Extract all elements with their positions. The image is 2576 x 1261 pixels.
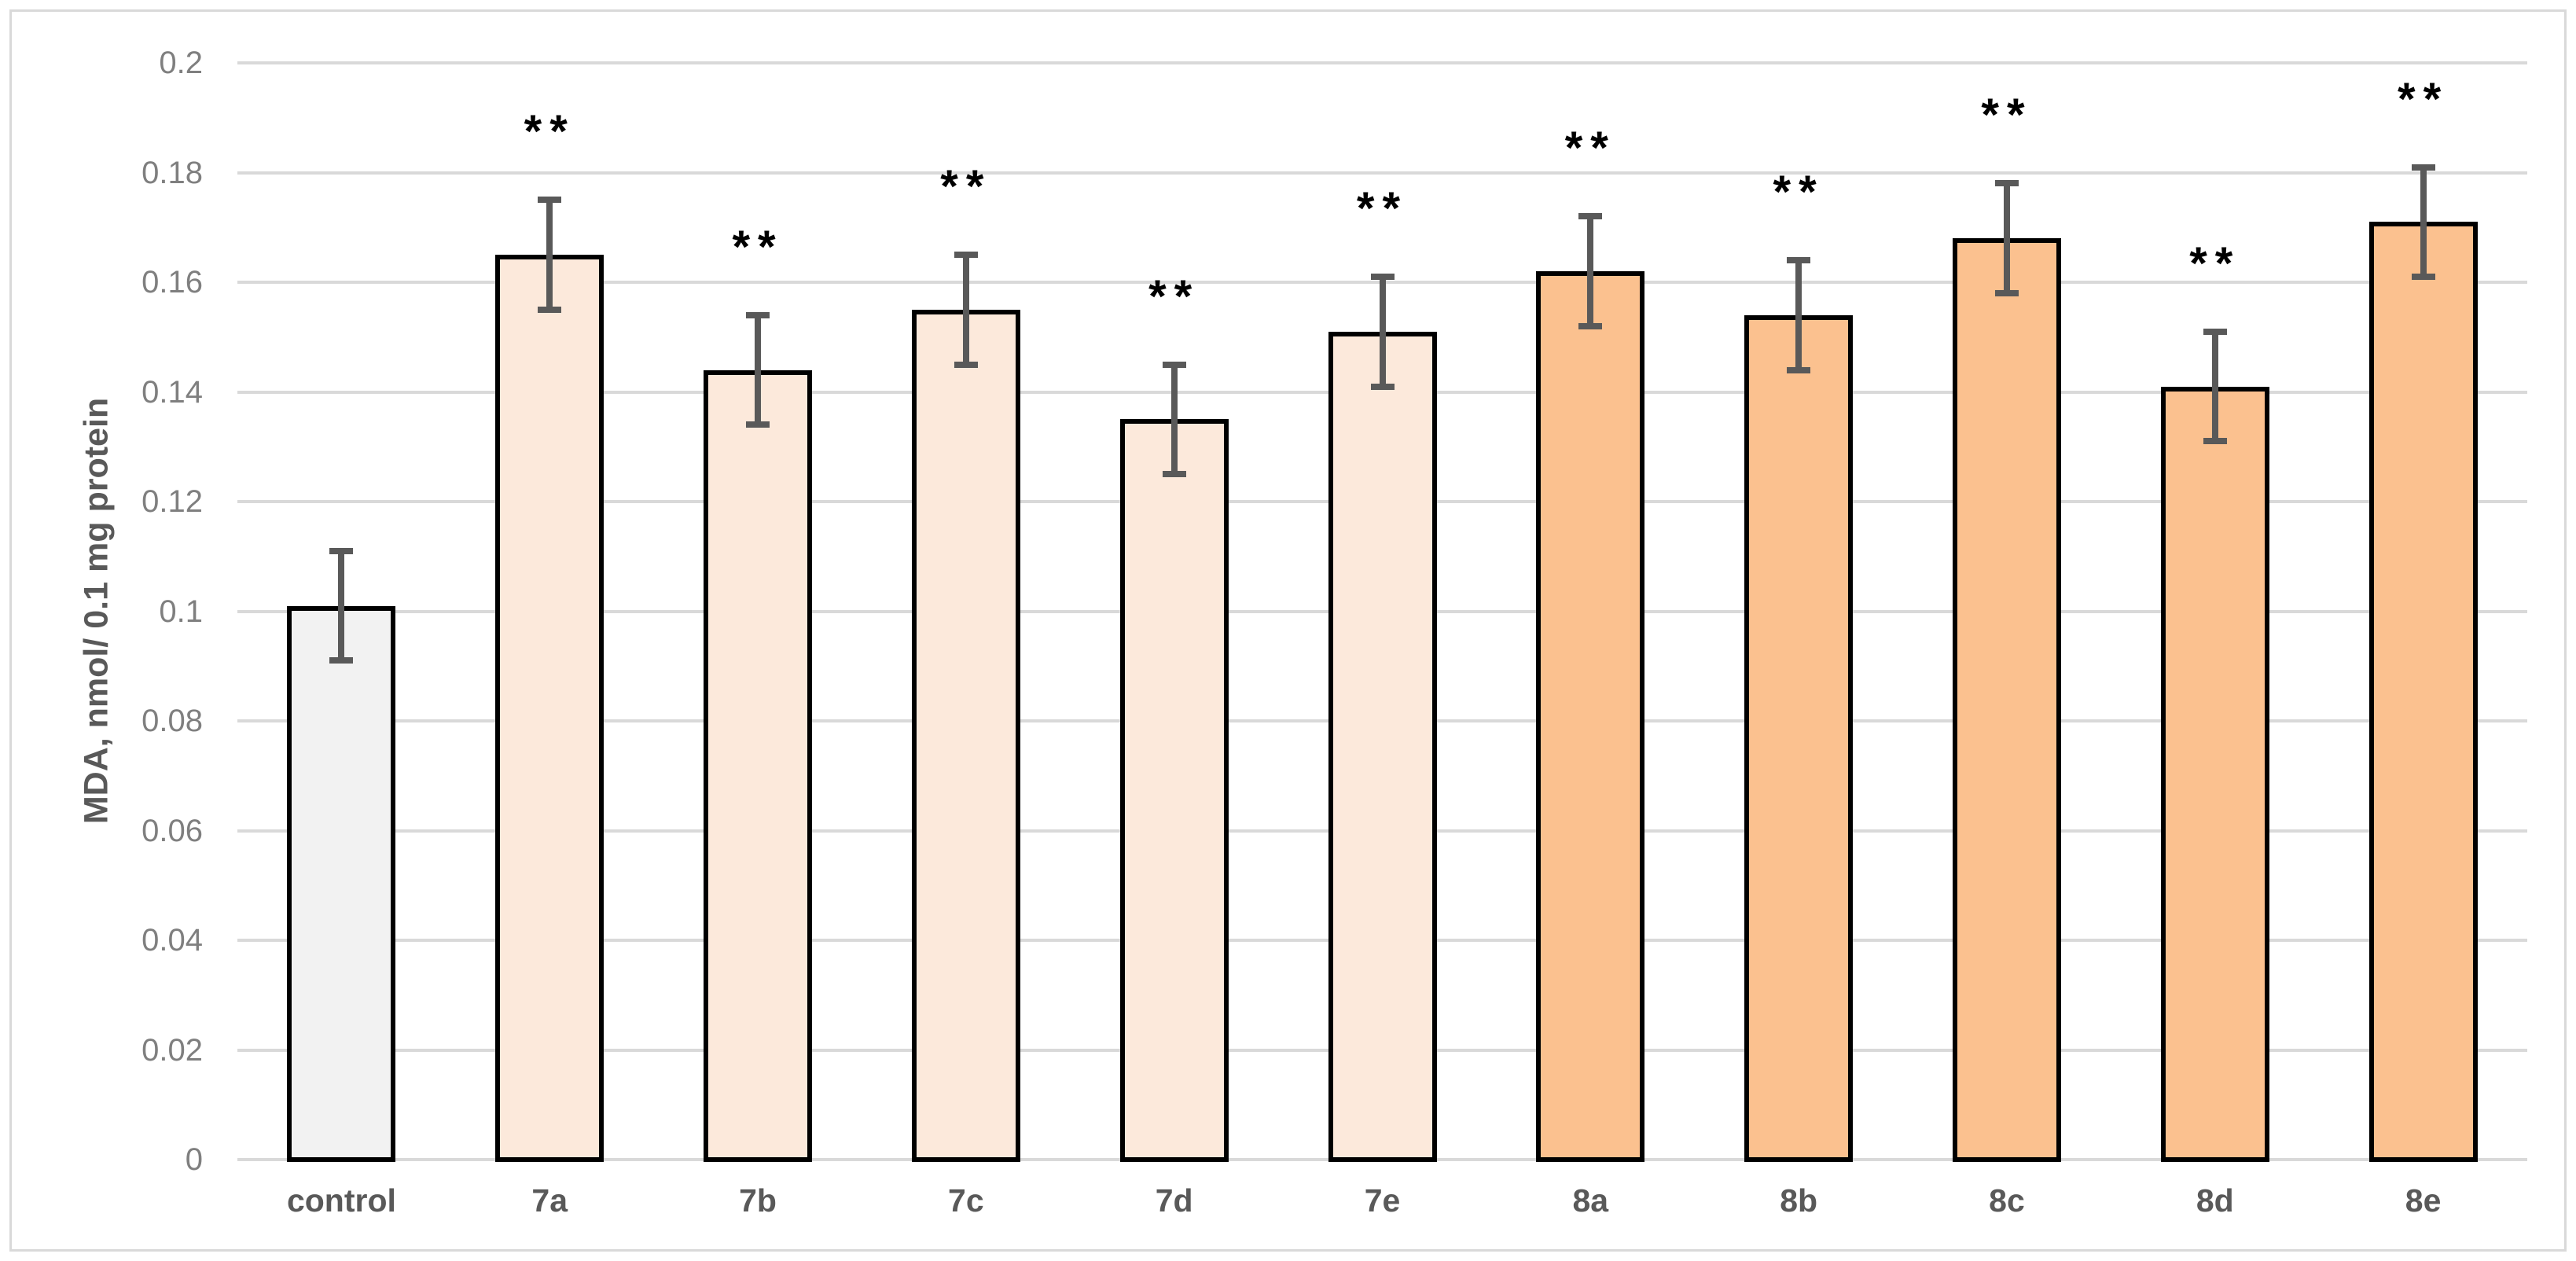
significance-marker: **: [1773, 167, 1825, 219]
significance-marker: **: [1981, 90, 2033, 142]
y-tick-label: 0.2: [159, 46, 203, 80]
error-bar-cap-bottom: [954, 361, 978, 368]
bar: [495, 255, 604, 1162]
y-tick-label: 0.18: [141, 155, 203, 190]
significance-marker: **: [524, 106, 575, 158]
x-category-label: 8d: [2196, 1182, 2234, 1219]
error-bar-cap-top: [1162, 361, 1186, 368]
bar: [1536, 271, 1645, 1162]
gridline: [237, 171, 2527, 175]
error-bar-line: [546, 200, 553, 310]
x-category-label: 7e: [1364, 1182, 1401, 1219]
significance-marker: **: [1564, 123, 1616, 175]
y-tick-label: 0: [185, 1142, 203, 1177]
error-bar-line: [2420, 167, 2427, 278]
x-category-label: 7c: [948, 1182, 984, 1219]
significance-marker: **: [2189, 237, 2241, 289]
error-bar-cap-top: [746, 311, 770, 318]
y-tick-label: 0.06: [141, 813, 203, 848]
error-bar-cap-bottom: [746, 421, 770, 428]
significance-marker: **: [2398, 73, 2449, 125]
bar: [1952, 238, 2061, 1162]
error-bar-cap-top: [2411, 164, 2435, 171]
error-bar-cap-bottom: [1370, 383, 1395, 390]
x-category-label: 8a: [1572, 1182, 1609, 1219]
y-tick-label: 0.14: [141, 374, 203, 410]
y-tick-label: 0.02: [141, 1032, 203, 1068]
bar: [1744, 314, 1854, 1162]
error-bar-cap-bottom: [329, 657, 354, 664]
x-category-label: 7a: [531, 1182, 568, 1219]
error-bar-cap-bottom: [1787, 366, 1811, 373]
error-bar-cap-bottom: [1162, 471, 1186, 478]
x-category-label: 8b: [1780, 1182, 1818, 1219]
error-bar-cap-bottom: [538, 306, 562, 313]
y-tick-label: 0.04: [141, 923, 203, 958]
bar: [287, 605, 396, 1162]
y-tick-label: 0.12: [141, 484, 203, 519]
x-category-label: 7b: [739, 1182, 777, 1219]
y-tick-label: 0.08: [141, 704, 203, 738]
error-bar-line: [2003, 183, 2010, 293]
bar: [2368, 222, 2478, 1162]
error-bar-line: [962, 255, 969, 365]
error-bar-line: [338, 550, 345, 661]
y-tick-label: 0.16: [141, 265, 203, 300]
error-bar-cap-top: [1578, 213, 1603, 220]
error-bar-line: [1170, 364, 1178, 475]
error-bar-line: [2211, 331, 2218, 442]
error-bar-cap-bottom: [1994, 289, 2019, 296]
significance-marker: **: [940, 161, 992, 213]
chart-outer-border: [9, 9, 2567, 1252]
error-bar-line: [1379, 277, 1386, 387]
error-bar-cap-top: [2203, 328, 2227, 335]
error-bar-cap-top: [1787, 257, 1811, 264]
significance-marker: **: [1148, 270, 1200, 322]
bar: [704, 369, 813, 1162]
significance-marker: **: [1356, 183, 1409, 235]
error-bar-cap-bottom: [1578, 322, 1603, 329]
error-bar-cap-bottom: [2411, 274, 2435, 281]
error-bar-cap-top: [329, 547, 354, 554]
bar: [2160, 386, 2269, 1162]
error-bar-cap-bottom: [2203, 438, 2227, 445]
x-category-label: 8e: [2405, 1182, 2442, 1219]
bar: [911, 309, 1020, 1162]
y-tick-label: 0.1: [159, 594, 203, 629]
significance-marker: **: [732, 221, 784, 273]
x-category-label: 8c: [1989, 1182, 2025, 1219]
error-bar-cap-top: [1370, 274, 1395, 281]
error-bar-line: [755, 314, 762, 425]
gridline: [237, 61, 2527, 64]
bar: [1119, 419, 1229, 1162]
error-bar-line: [1587, 216, 1594, 326]
x-category-label: control: [286, 1182, 396, 1219]
error-bar-cap-top: [1994, 180, 2019, 187]
error-bar-line: [1795, 260, 1802, 370]
bar: [1328, 331, 1437, 1162]
error-bar-cap-top: [538, 197, 562, 204]
error-bar-cap-top: [954, 252, 978, 259]
x-category-label: 7d: [1155, 1182, 1193, 1219]
